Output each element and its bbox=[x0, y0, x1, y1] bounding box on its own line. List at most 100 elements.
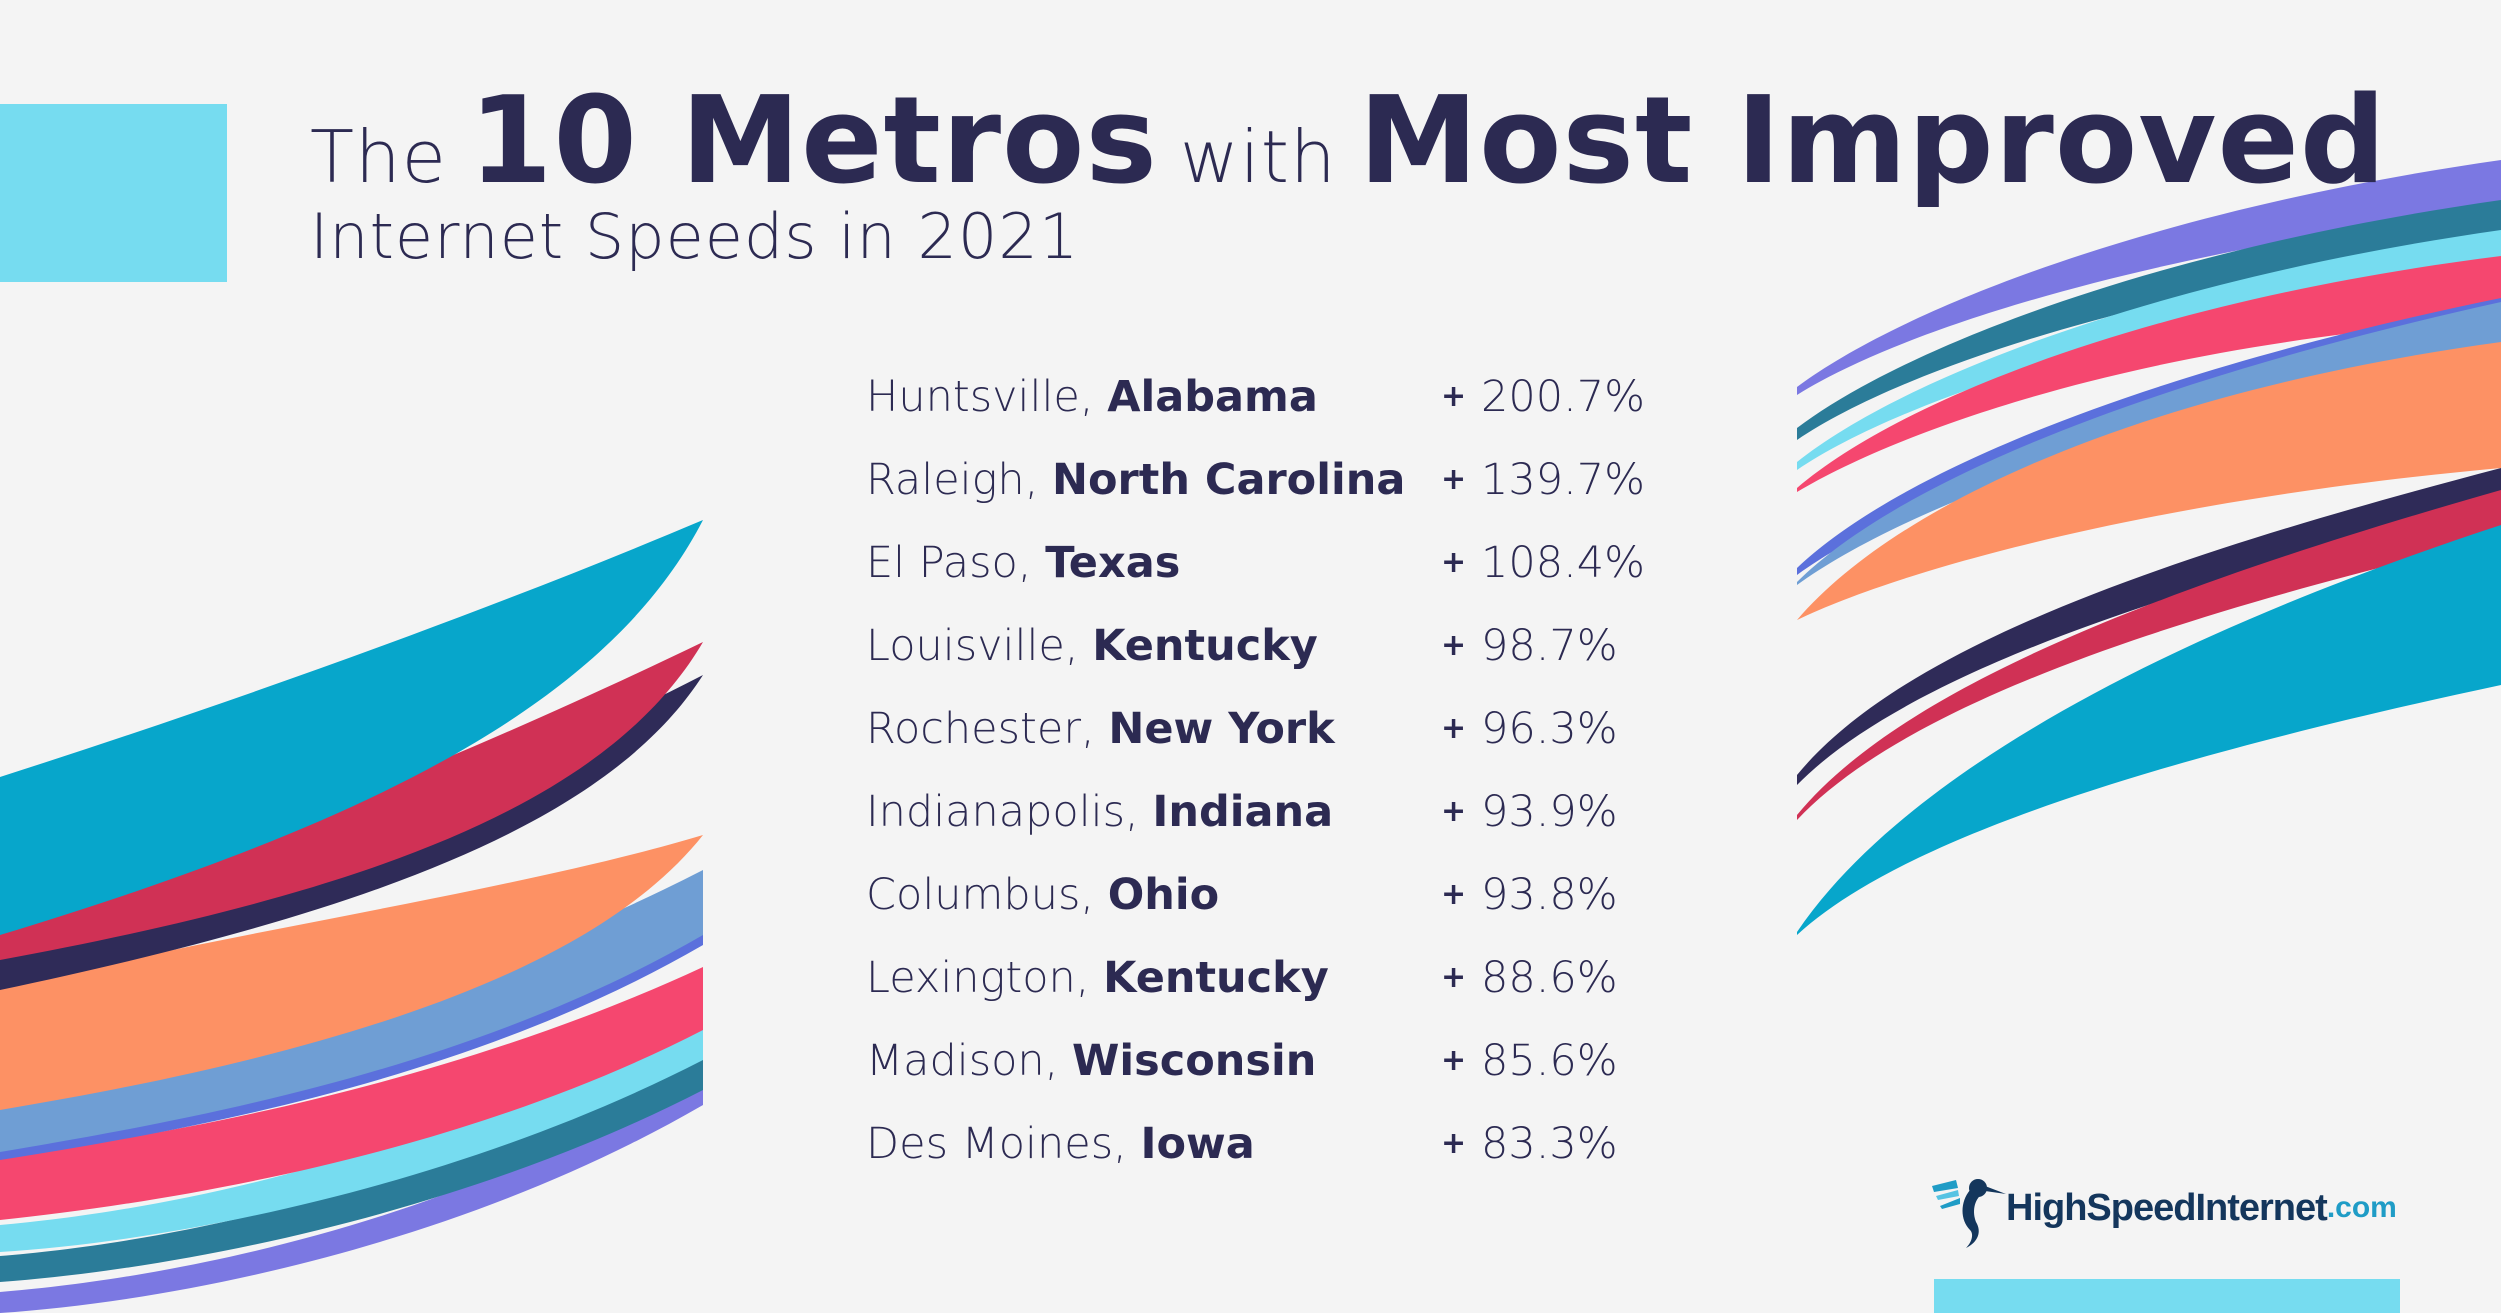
metro-location: Des Moines, Iowa bbox=[866, 1119, 1441, 1169]
metro-city: Madison, bbox=[866, 1035, 1059, 1086]
metro-change: +108.4% bbox=[1441, 538, 1645, 588]
metro-location: Madison, Wisconsin bbox=[866, 1036, 1441, 1086]
plus-sign: + bbox=[1441, 545, 1467, 580]
accent-bar bbox=[1934, 1279, 2400, 1313]
speed-improvement-value: 88.6% bbox=[1481, 952, 1618, 1003]
speed-improvement-value: 96.3% bbox=[1481, 703, 1618, 754]
swoosh-pink-left bbox=[0, 967, 703, 1220]
title-word-with: with bbox=[1179, 115, 1337, 199]
metro-location: Huntsville, Alabama bbox=[866, 372, 1441, 422]
metro-change: +85.6% bbox=[1441, 1036, 1618, 1086]
metro-row: Rochester, New York +96.3% bbox=[866, 687, 1645, 770]
metro-city: Raleigh, bbox=[866, 454, 1039, 505]
metro-row: Des Moines, Iowa +83.3% bbox=[866, 1102, 1645, 1185]
plus-sign: + bbox=[1441, 877, 1467, 912]
metro-row: Madison, Wisconsin +85.6% bbox=[866, 1019, 1645, 1102]
title-word-10-metros: 10 Metros bbox=[468, 72, 1158, 211]
logo-tld: .com bbox=[2326, 1191, 2397, 1224]
metro-location: Lexington, Kentucky bbox=[866, 953, 1441, 1003]
left-swooshes bbox=[0, 520, 703, 1313]
metro-location: Columbus, Ohio bbox=[866, 870, 1441, 920]
speed-improvement-value: 98.7% bbox=[1481, 620, 1618, 671]
title-word-the: The bbox=[310, 115, 447, 199]
metro-change: +96.3% bbox=[1441, 704, 1618, 754]
metro-location: Louisville, Kentucky bbox=[866, 621, 1441, 671]
metro-city: Columbus, bbox=[866, 869, 1095, 920]
plus-sign: + bbox=[1441, 1126, 1467, 1161]
swoosh-orange-left bbox=[0, 835, 703, 1110]
plus-sign: + bbox=[1441, 379, 1467, 414]
brand-logo: HighSpeedInternet .com bbox=[1930, 1166, 2397, 1250]
metro-change: +200.7% bbox=[1441, 372, 1645, 422]
swoosh-teal-left bbox=[0, 520, 703, 935]
speed-improvement-value: 108.4% bbox=[1481, 537, 1645, 588]
metro-city: Des Moines, bbox=[866, 1118, 1127, 1169]
metro-state: Texas bbox=[1045, 537, 1181, 588]
metro-location: El Paso, Texas bbox=[866, 538, 1441, 588]
metro-city: Lexington, bbox=[866, 952, 1090, 1003]
metro-state: Kentucky bbox=[1092, 620, 1318, 671]
metro-change: +98.7% bbox=[1441, 621, 1618, 671]
metro-city: El Paso, bbox=[866, 537, 1032, 588]
metro-change: +93.8% bbox=[1441, 870, 1618, 920]
swoosh-pink-right bbox=[1797, 256, 2501, 492]
metro-row: Indianapolis, Indiana +93.9% bbox=[866, 770, 1645, 853]
metro-row: El Paso, Texas +108.4% bbox=[866, 521, 1645, 604]
metro-state: North Carolina bbox=[1052, 454, 1406, 505]
metro-city: Louisville, bbox=[866, 620, 1079, 671]
swoosh-violet-right bbox=[1797, 160, 2501, 395]
plus-sign: + bbox=[1441, 711, 1467, 746]
speed-improvement-value: 85.6% bbox=[1481, 1035, 1618, 1086]
metro-change: +139.7% bbox=[1441, 455, 1645, 505]
speed-improvement-value: 93.9% bbox=[1481, 786, 1618, 837]
logo-wordmark: HighSpeedInternet bbox=[2006, 1186, 2328, 1229]
metro-change: +93.9% bbox=[1441, 787, 1618, 837]
metro-state: Alabama bbox=[1107, 371, 1318, 422]
chart-subtitle: Internet Speeds in 2021 bbox=[310, 200, 1080, 273]
title-word-most-improved: Most Improved bbox=[1358, 72, 2387, 211]
swoosh-darkteal-left bbox=[0, 1027, 703, 1282]
swoosh-orange-right bbox=[1797, 342, 2501, 620]
metro-list: Huntsville, Alabama +200.7% Raleigh, North… bbox=[866, 355, 1645, 1185]
metro-city: Rochester, bbox=[866, 703, 1095, 754]
accent-block bbox=[0, 104, 227, 282]
plus-sign: + bbox=[1441, 628, 1467, 663]
metro-state: Wisconsin bbox=[1072, 1035, 1317, 1086]
swoosh-teal-right bbox=[1797, 525, 2501, 935]
metro-state: Iowa bbox=[1140, 1118, 1255, 1169]
metro-row: Columbus, Ohio +93.8% bbox=[866, 853, 1645, 936]
metro-change: +88.6% bbox=[1441, 953, 1618, 1003]
plus-sign: + bbox=[1441, 1043, 1467, 1078]
right-swooshes bbox=[1797, 160, 2501, 935]
speed-improvement-value: 139.7% bbox=[1481, 454, 1645, 505]
metro-change: +83.3% bbox=[1441, 1119, 1618, 1169]
swoosh-cyan-left bbox=[0, 995, 703, 1252]
metro-location: Raleigh, North Carolina bbox=[866, 455, 1441, 505]
metro-state: Kentucky bbox=[1103, 952, 1329, 1003]
metro-city: Huntsville, bbox=[866, 371, 1094, 422]
plus-sign: + bbox=[1441, 462, 1467, 497]
metro-location: Rochester, New York bbox=[866, 704, 1441, 754]
swoosh-violet-left bbox=[0, 1068, 703, 1313]
metro-row: Huntsville, Alabama +200.7% bbox=[866, 355, 1645, 438]
metro-state: Ohio bbox=[1107, 869, 1220, 920]
metro-state: New York bbox=[1108, 703, 1335, 754]
swoosh-darkteal-right bbox=[1797, 200, 2501, 440]
title-line-1: The 10 Metros with Most Improved bbox=[310, 82, 2387, 202]
swoosh-crimson-right bbox=[1797, 490, 2501, 820]
plus-sign: + bbox=[1441, 960, 1467, 995]
metro-state: Indiana bbox=[1152, 786, 1334, 837]
speed-improvement-value: 93.8% bbox=[1481, 869, 1618, 920]
metro-location: Indianapolis, Indiana bbox=[866, 787, 1441, 837]
metro-city: Indianapolis, bbox=[866, 786, 1139, 837]
speed-improvement-value: 83.3% bbox=[1481, 1118, 1618, 1169]
metro-row: Raleigh, North Carolina +139.7% bbox=[866, 438, 1645, 521]
metro-row: Louisville, Kentucky +98.7% bbox=[866, 604, 1645, 687]
swoosh-steel-right bbox=[1797, 302, 2501, 585]
speed-improvement-value: 200.7% bbox=[1481, 371, 1645, 422]
plus-sign: + bbox=[1441, 794, 1467, 829]
metro-row: Lexington, Kentucky +88.6% bbox=[866, 936, 1645, 1019]
hummingbird-icon bbox=[1932, 1179, 2006, 1248]
chart-title: The 10 Metros with Most Improved Interne… bbox=[310, 82, 2387, 274]
